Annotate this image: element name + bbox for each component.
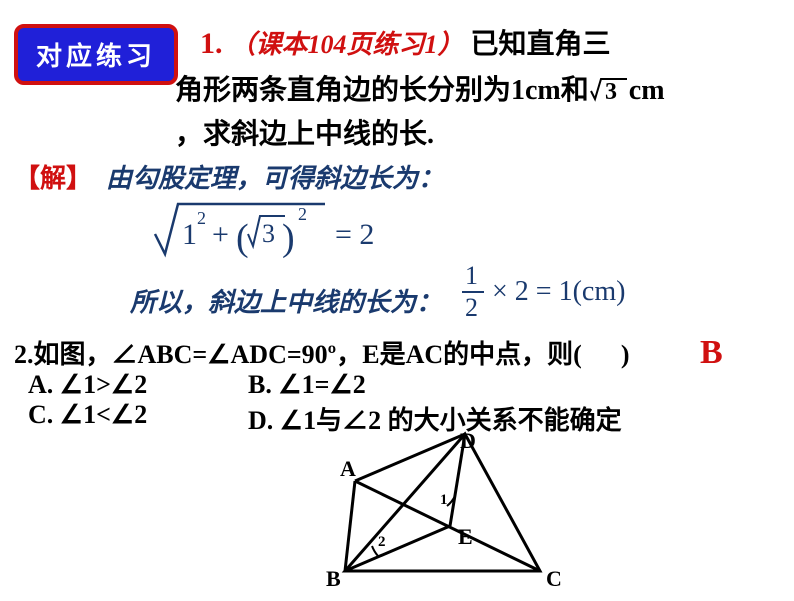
- svg-text:1: 1: [182, 218, 197, 251]
- q2-prefix: 2.如图，∠ABC=∠ADC=90º，E是AC的中点，则(: [14, 340, 582, 369]
- svg-text:(: (: [236, 217, 249, 259]
- q1-number: 1.: [200, 27, 223, 60]
- q1-source: （课本104页练习1）: [230, 30, 464, 59]
- formula-hypotenuse: 1 2 + ( 3 ) 2 = 2: [150, 196, 410, 271]
- svg-text:1: 1: [440, 492, 448, 508]
- svg-text:B: B: [326, 566, 341, 591]
- svg-text:): ): [282, 217, 295, 259]
- solve-text1: 由勾股定理，可得斜边长为：: [106, 158, 444, 195]
- practice-badge: 对应练习: [14, 24, 178, 85]
- svg-text:C: C: [546, 566, 562, 591]
- svg-text:3: 3: [262, 219, 275, 248]
- q2-suffix: ): [621, 340, 630, 369]
- svg-text:= 2: = 2: [335, 218, 374, 251]
- solve-label: 【解】: [14, 158, 92, 195]
- option-c: C. ∠1<∠2: [28, 400, 248, 437]
- option-a: A. ∠1>∠2: [28, 370, 248, 400]
- svg-text:2: 2: [298, 204, 307, 224]
- q1-text-tail: 已知直角三: [471, 29, 611, 60]
- svg-text:2: 2: [197, 208, 206, 228]
- q2-text: 2.如图，∠ABC=∠ADC=90º，E是AC的中点，则( ): [14, 334, 774, 371]
- q1-line3: ，求斜边上中线的长.: [175, 112, 434, 152]
- q1-line2a: 角形两条直角边的长分别为1cm和: [175, 75, 589, 106]
- option-row-1: A. ∠1>∠2 B. ∠1=∠2: [28, 370, 622, 400]
- q1-line1: 1. （课本104页练习1） 已知直角三: [200, 22, 611, 62]
- svg-text:2: 2: [378, 534, 386, 550]
- svg-text:A: A: [340, 456, 356, 481]
- svg-text:E: E: [458, 524, 473, 549]
- svg-text:+: +: [212, 218, 229, 251]
- triangle-diagram: A B C D E 1 2: [300, 426, 600, 601]
- option-b: B. ∠1=∠2: [248, 370, 366, 400]
- svg-text:3: 3: [605, 79, 617, 103]
- svg-text:1: 1: [465, 261, 478, 290]
- formula-median: 1 2 × 2 = 1(cm): [460, 258, 740, 327]
- q2-answer: B: [700, 334, 723, 372]
- sqrt3-inline: 3: [589, 75, 629, 106]
- svg-text:2: 2: [465, 293, 478, 322]
- svg-text:D: D: [460, 428, 476, 453]
- q1-line2b: cm: [629, 75, 665, 106]
- solve-text2: 所以，斜边上中线的长为：: [130, 282, 442, 319]
- svg-text:× 2 = 1(cm): × 2 = 1(cm): [492, 276, 625, 307]
- q1-line2: 角形两条直角边的长分别为1cm和 3 cm: [175, 68, 665, 108]
